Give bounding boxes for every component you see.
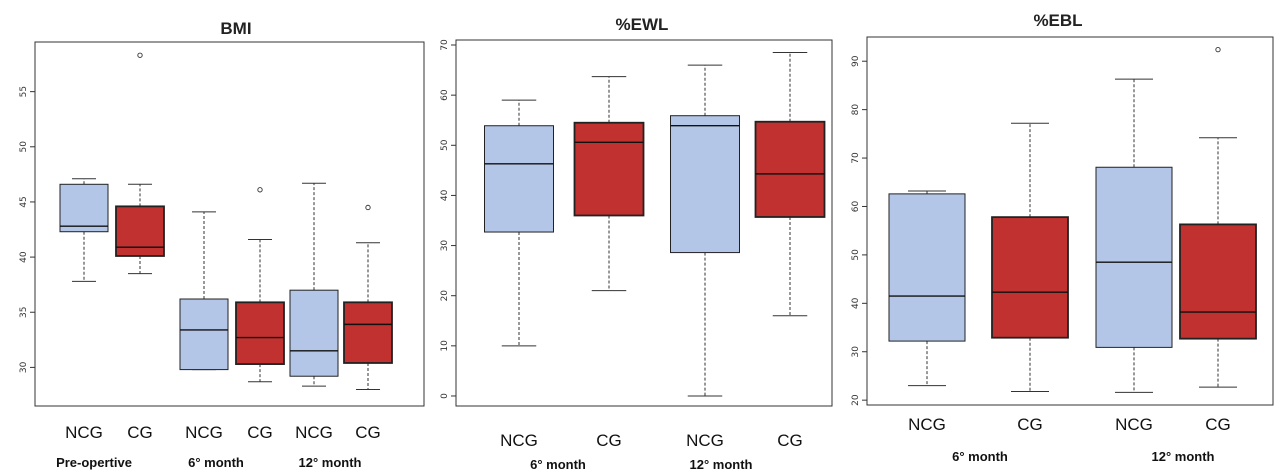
box-ncg-3 [179,211,229,371]
category-label-cg: CG [355,423,381,442]
outlier-point [257,187,263,193]
iqr-box [289,289,339,377]
iqr-box [235,301,285,365]
iqr-box [1095,166,1173,348]
ebl-category-labels: NCG CG NCG CG [908,415,1231,434]
category-label-cg: CG [777,431,803,450]
box-ncg-1 [484,99,554,347]
ebl-boxes [888,46,1257,393]
ewl-panel: %EWL 0 10 20 30 40 50 60 70 NCG CG NCG CG 6° month… [440,15,833,472]
ewl-group-label-6-month: 6° month [530,457,586,472]
category-label-ncg: NCG [295,423,333,442]
ebl-group-label-6-month: 6° month [952,449,1008,464]
y-tick-label: 10 [440,340,450,352]
box-cg-2 [573,76,645,292]
bmi-category-labels: NCG CG NCG CG NCG CG [65,423,381,442]
category-label-cg: CG [1205,415,1231,434]
y-tick-label: 45 [19,196,29,207]
bmi-title: BMI [220,19,251,38]
y-tick-label: 0 [440,393,450,399]
box-cg-4 [235,187,285,383]
y-tick-label: 30 [440,240,450,252]
iqr-box [991,216,1069,339]
y-tick-label: 40 [19,251,29,263]
box-cg-4 [1179,46,1257,388]
ebl-group-label-12-month: 12° month [1152,449,1215,464]
box-ncg-3 [670,64,740,397]
bmi-group-label-6-month: 6° month [188,455,244,470]
box-ncg-5 [289,182,339,387]
y-tick-label: 55 [19,86,29,97]
outlier-point [1215,46,1221,53]
y-tick-label: 60 [851,200,861,212]
ebl-y-axis: 20 30 40 50 60 70 80 90 [851,55,867,406]
ewl-boxes [484,52,826,397]
category-label-ncg: NCG [500,431,538,450]
category-label-ncg: NCG [185,423,223,442]
ewl-category-labels: NCG CG NCG CG [500,431,803,450]
bmi-y-axis: 30 35 40 45 50 55 [19,86,35,373]
box-cg-2 [115,52,165,275]
bmi-group-label-pre-operative: Pre-opertive [56,455,132,470]
category-label-cg: CG [1017,415,1043,434]
y-tick-label: 50 [19,141,29,153]
y-tick-label: 35 [19,307,29,318]
ebl-title: %EBL [1033,11,1082,30]
bmi-panel: BMI 30 35 40 45 50 55 NCG CG NCG CG NCG CG Pre-ope… [19,19,425,470]
category-label-cg: CG [127,423,153,442]
category-label-ncg: NCG [1115,415,1153,434]
iqr-box [754,120,826,218]
ewl-title: %EWL [616,15,669,34]
ebl-panel: %EBL 20 30 40 50 60 70 80 90 NCG CG NCG CG 6° mont… [851,11,1274,464]
bmi-plot-frame [34,41,425,407]
iqr-box [179,298,229,371]
box-cg-2 [991,122,1069,392]
y-tick-label: 30 [851,346,861,358]
y-tick-label: 80 [851,104,861,116]
y-tick-label: 90 [851,55,861,67]
iqr-box [115,205,165,257]
box-ncg-1 [888,190,966,387]
y-tick-label: 50 [851,249,861,261]
y-tick-label: 40 [440,189,450,201]
y-tick-label: 50 [440,139,450,151]
iqr-box [573,121,645,217]
y-tick-label: 30 [19,361,29,373]
y-tick-label: 40 [851,297,861,309]
bmi-group-label-12-month: 12° month [299,455,362,470]
iqr-box [670,115,740,254]
category-label-cg: CG [247,423,273,442]
category-label-ncg: NCG [686,431,724,450]
box-cg-6 [343,204,393,390]
y-tick-label: 60 [440,89,450,101]
y-tick-label: 70 [851,152,861,164]
category-label-cg: CG [596,431,622,450]
y-tick-label: 20 [851,394,861,406]
ewl-group-label-12-month: 12° month [690,457,753,472]
category-label-ncg: NCG [908,415,946,434]
box-ncg-3 [1095,78,1173,393]
bmi-boxes [59,52,393,390]
box-cg-4 [754,52,826,317]
iqr-box [343,301,393,364]
outlier-point [365,204,371,211]
iqr-box [484,125,554,233]
box-ncg-1 [59,178,109,282]
iqr-box [1179,223,1257,340]
ebl-plot-frame [866,36,1274,406]
outlier-point [137,52,143,58]
y-tick-label: 70 [440,39,450,51]
category-label-ncg: NCG [65,423,103,442]
ewl-y-axis: 0 10 20 30 40 50 60 70 [440,39,456,399]
ewl-plot-frame [455,39,833,407]
y-tick-label: 20 [440,290,450,302]
iqr-box [59,183,109,233]
iqr-box [888,193,966,342]
